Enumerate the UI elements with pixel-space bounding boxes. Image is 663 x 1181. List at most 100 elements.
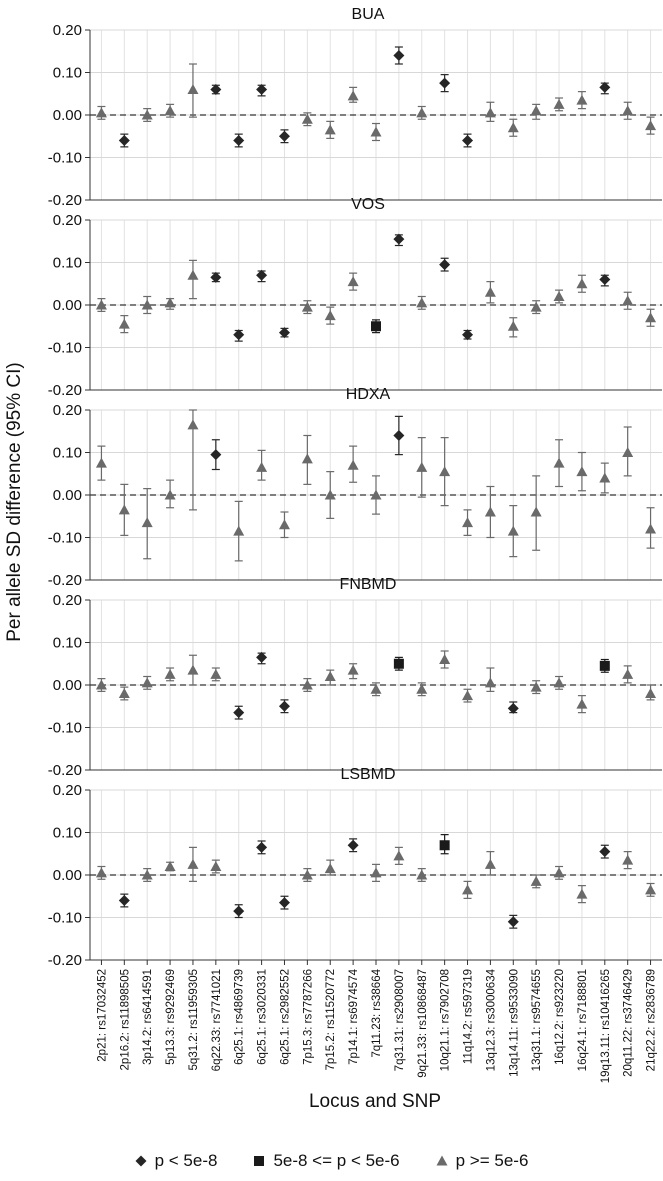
y-tick-label: -0.20 — [48, 382, 82, 399]
point-triangle — [484, 858, 496, 869]
x-tick-label: 9q21.33: rs10868487 — [417, 969, 429, 1078]
point-diamond — [393, 233, 405, 245]
point-triangle — [645, 688, 657, 698]
x-tick-label: 19q13.11: rs10416265 — [600, 969, 612, 1083]
y-tick-label: 0.10 — [53, 825, 82, 842]
point-triangle — [484, 506, 496, 517]
x-tick-label: 6q25.1: rs4869739 — [234, 969, 246, 1065]
point-triangle — [416, 297, 428, 308]
point-diamond — [599, 81, 611, 93]
x-tick-label: 7p14.1: rs6974574 — [348, 968, 360, 1065]
point-triangle — [347, 459, 359, 470]
point-triangle — [164, 668, 176, 679]
legend-item: p < 5e-8 — [135, 1151, 217, 1171]
point-triangle — [576, 698, 588, 709]
point-triangle — [576, 94, 588, 105]
point-triangle — [278, 519, 290, 530]
point-diamond — [278, 700, 290, 712]
y-tick-label: -0.20 — [48, 192, 82, 209]
x-tick-label: 11q14.2: rs597319 — [463, 969, 475, 1064]
y-tick-label: 0.10 — [53, 445, 82, 462]
point-diamond — [439, 259, 451, 271]
point-square — [393, 658, 404, 669]
x-tick-label: 16q12.2: rs923220 — [554, 969, 566, 1065]
x-tick-label: 13q12.3: rs3000634 — [485, 968, 497, 1071]
point-diamond — [462, 329, 474, 341]
point-triangle — [233, 525, 245, 536]
point-diamond — [256, 651, 268, 663]
point-triangle — [462, 690, 474, 701]
x-tick-label: 20q11.22: rs3746429 — [623, 969, 635, 1077]
point-square — [599, 660, 610, 671]
y-tick-label: 0.00 — [53, 867, 82, 884]
y-tick-label: -0.10 — [48, 530, 82, 547]
point-triangle — [370, 126, 382, 137]
point-diamond — [118, 895, 130, 906]
x-tick-label: 7q31.31: rs2908007 — [394, 969, 406, 1071]
point-triangle — [301, 113, 313, 124]
point-diamond — [347, 839, 359, 851]
point-triangle — [118, 504, 130, 515]
point-triangle — [645, 523, 657, 534]
point-triangle — [416, 461, 428, 472]
y-tick-label: 0.20 — [53, 22, 82, 39]
point-diamond — [210, 84, 222, 95]
panel-title: LSBMD — [340, 766, 395, 783]
point-triangle — [164, 489, 176, 500]
point-diamond — [507, 702, 519, 714]
point-triangle — [324, 671, 336, 681]
point-triangle — [301, 453, 313, 464]
y-axis-label: Per allele SD difference (95% CI) — [4, 362, 25, 642]
x-tick-label: 3p14.2: rs6414591 — [142, 969, 154, 1065]
point-triangle — [530, 506, 542, 517]
point-triangle — [416, 869, 428, 880]
point-triangle — [484, 677, 496, 688]
point-triangle — [324, 124, 336, 135]
point-triangle — [553, 677, 565, 688]
point-triangle — [439, 654, 451, 664]
square-icon — [254, 1156, 265, 1166]
panel-title: FNBMD — [340, 576, 397, 593]
point-diamond — [256, 84, 268, 95]
point-triangle — [553, 457, 565, 468]
point-triangle — [141, 299, 153, 310]
point-diamond — [278, 327, 290, 339]
y-tick-label: -0.10 — [48, 720, 82, 737]
point-triangle — [370, 489, 382, 500]
point-triangle — [622, 854, 634, 865]
point-triangle — [622, 447, 634, 457]
point-triangle — [599, 472, 611, 483]
y-tick-label: 0.10 — [53, 635, 82, 652]
y-tick-label: -0.10 — [48, 910, 82, 927]
point-triangle — [393, 850, 405, 861]
panel-title: HDXA — [346, 386, 391, 403]
point-diamond — [278, 130, 290, 142]
point-triangle — [301, 301, 313, 312]
point-triangle — [484, 286, 496, 297]
point-diamond — [278, 897, 290, 909]
point-diamond — [439, 77, 451, 89]
point-triangle — [530, 105, 542, 116]
point-triangle — [507, 320, 519, 331]
x-tick-label: 5p13.3: rs9292469 — [165, 969, 177, 1065]
x-tick-label: 2p21: rs17032452 — [96, 969, 108, 1062]
point-triangle — [164, 105, 176, 116]
point-triangle — [324, 489, 336, 500]
x-tick-label: 2p16.2: rs11898505 — [119, 969, 131, 1070]
point-triangle — [439, 466, 451, 477]
point-triangle — [95, 107, 107, 118]
point-triangle — [187, 664, 199, 675]
point-triangle — [347, 664, 359, 675]
point-diamond — [599, 846, 611, 858]
point-diamond — [462, 135, 474, 146]
point-triangle — [530, 301, 542, 312]
point-triangle — [164, 861, 176, 871]
point-triangle — [301, 679, 313, 690]
point-diamond — [210, 449, 222, 461]
point-triangle — [622, 295, 634, 306]
legend-label: p >= 5e-6 — [455, 1151, 529, 1170]
point-triangle — [210, 861, 222, 871]
triangle-icon — [436, 1155, 448, 1166]
point-triangle — [507, 122, 519, 133]
y-tick-label: 0.20 — [53, 782, 82, 799]
